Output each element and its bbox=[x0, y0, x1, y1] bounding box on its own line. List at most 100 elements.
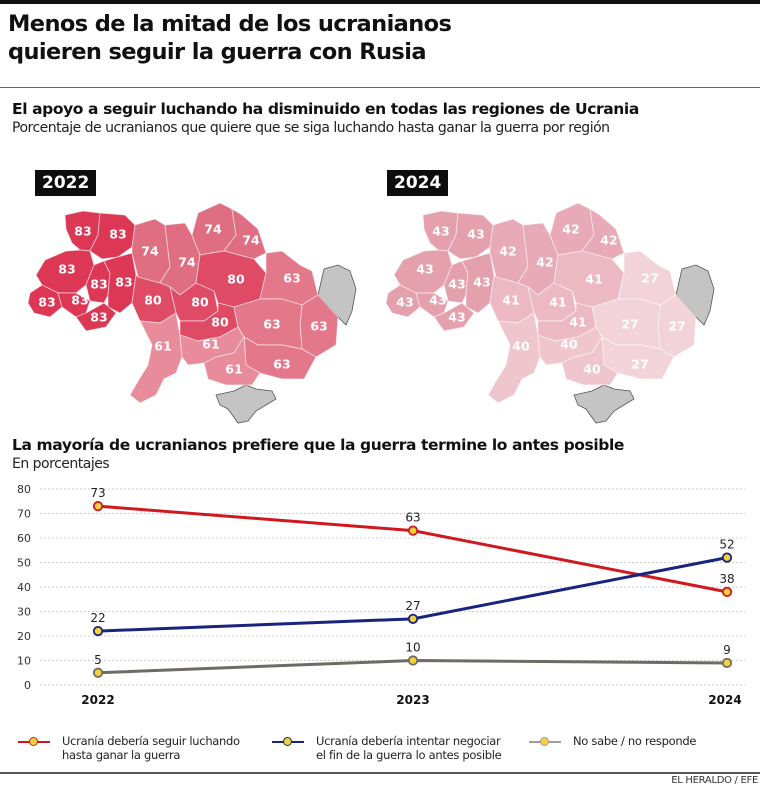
legend-label: Ucranía debería intentar negociar bbox=[316, 734, 501, 748]
region-value-chernihiv: 74 bbox=[204, 222, 222, 237]
occupied-region-luhansk bbox=[317, 264, 357, 326]
y-tick-label: 70 bbox=[17, 508, 31, 521]
line-chart: 0 10 20 30 40 50 60 70 80 2022 2023 2024 73 63 38 22 27 5… bbox=[17, 483, 745, 707]
region-value-kyiv: 42 bbox=[536, 255, 553, 270]
occupied-region-luhansk bbox=[675, 264, 715, 326]
region-value-chernivtsi: 83 bbox=[90, 310, 107, 325]
region-value-rivne: 83 bbox=[109, 227, 126, 242]
y-tick-label: 10 bbox=[17, 655, 31, 668]
data-point bbox=[407, 655, 419, 666]
region-value-khmelnytskyi: 83 bbox=[115, 275, 132, 290]
legend-label: hasta ganar la guerra bbox=[62, 748, 181, 762]
region-value-zhytomyr: 42 bbox=[499, 244, 516, 259]
legend-marker-gray-icon bbox=[527, 736, 563, 748]
data-label: 5 bbox=[94, 653, 102, 667]
y-tick-label: 60 bbox=[17, 532, 31, 545]
legend-item-negotiate: Ucranía debería intentar negociar el fin … bbox=[270, 734, 502, 762]
region-value-ivano-frankivsk: 43 bbox=[429, 293, 446, 308]
header-divider bbox=[0, 87, 760, 88]
legend-marker-blue-icon bbox=[270, 736, 306, 748]
data-label: 73 bbox=[90, 486, 105, 500]
region-value-odesa: 61 bbox=[154, 339, 171, 354]
y-tick-label: 50 bbox=[17, 557, 31, 570]
legend-marker-red-icon bbox=[16, 736, 52, 748]
data-point bbox=[407, 525, 419, 536]
main-title-line-1: Menos de la mitad de los ucranianos bbox=[8, 11, 452, 37]
legend-label: No sabe / no responde bbox=[573, 734, 697, 748]
maps-section-title: El apoyo a seguir luchando ha disminuido… bbox=[12, 100, 639, 118]
region-value-vinnytsia: 80 bbox=[144, 293, 162, 308]
region-value-kyiv: 74 bbox=[178, 255, 196, 270]
y-tick-label: 20 bbox=[17, 630, 31, 643]
region-odesa bbox=[487, 312, 541, 404]
region-value-chernivtsi: 43 bbox=[448, 310, 465, 325]
region-value-zhytomyr: 74 bbox=[141, 244, 159, 259]
region-value-sumy: 74 bbox=[242, 233, 260, 248]
maps-section-subtitle: Porcentaje de ucranianos que quiere que … bbox=[12, 120, 610, 136]
region-value-poltava: 80 bbox=[227, 272, 245, 287]
region-value-cherkasy: 80 bbox=[191, 295, 209, 310]
main-title-line-2: quieren seguir la guerra con Rusia bbox=[8, 39, 427, 65]
main-title: Menos de la mitad de los ucranianos quie… bbox=[8, 10, 452, 66]
data-label: 22 bbox=[90, 611, 105, 625]
region-sumy bbox=[581, 208, 625, 260]
legend-label: el fin de la guerra lo antes posible bbox=[316, 748, 502, 762]
region-value-mykolaiv: 61 bbox=[202, 337, 219, 352]
y-tick-label: 40 bbox=[17, 581, 31, 594]
region-value-kirovohrad: 41 bbox=[569, 315, 586, 330]
line-section-subtitle: En porcentajes bbox=[12, 456, 110, 472]
occupied-region-crimea bbox=[573, 384, 635, 424]
map-year-badge-2022: 2022 bbox=[35, 170, 97, 196]
region-value-donetsk: 63 bbox=[310, 319, 327, 334]
y-tick-label: 0 bbox=[24, 679, 31, 692]
region-value-ternopil: 43 bbox=[448, 277, 465, 292]
map-year-badge-2024: 2024 bbox=[387, 170, 449, 196]
region-value-kharkiv: 63 bbox=[283, 271, 300, 286]
region-value-dnipro: 27 bbox=[621, 317, 638, 332]
footer-divider bbox=[0, 772, 760, 774]
region-value-lviv: 43 bbox=[416, 262, 433, 277]
region-value-vinnytsia: 41 bbox=[502, 293, 519, 308]
data-point bbox=[407, 613, 419, 624]
data-label: 9 bbox=[723, 643, 731, 657]
region-kherson bbox=[203, 335, 261, 386]
region-value-sumy: 42 bbox=[600, 233, 617, 248]
region-value-kherson: 40 bbox=[583, 362, 601, 377]
data-label: 27 bbox=[405, 599, 420, 613]
region-odesa bbox=[129, 312, 183, 404]
region-value-ternopil: 83 bbox=[90, 277, 107, 292]
region-value-donetsk: 27 bbox=[668, 319, 685, 334]
line-section-title: La mayoría de ucranianos prefiere que la… bbox=[12, 436, 625, 454]
region-value-kherson: 61 bbox=[225, 362, 242, 377]
region-value-lviv: 83 bbox=[58, 262, 75, 277]
region-khmelnytskyi bbox=[103, 252, 137, 314]
data-point bbox=[721, 586, 733, 598]
region-value-poltava: 41 bbox=[585, 272, 602, 287]
region-value-dnipro: 63 bbox=[263, 317, 280, 332]
data-label: 52 bbox=[719, 538, 734, 552]
occupied-region-crimea bbox=[215, 384, 277, 424]
region-chernivtsi bbox=[75, 302, 117, 332]
region-value-zakarpattia: 43 bbox=[396, 295, 413, 310]
data-label: 10 bbox=[405, 641, 420, 655]
legend-label: Ucranía debería seguir luchando bbox=[62, 734, 240, 748]
data-point bbox=[92, 501, 104, 512]
region-zakarpattia bbox=[27, 284, 63, 318]
region-value-volyn: 43 bbox=[432, 224, 449, 239]
legend-item-keep-fighting: Ucranía debería seguir luchando hasta gan… bbox=[16, 734, 240, 762]
region-value-zakarpattia: 83 bbox=[38, 295, 55, 310]
region-value-khmelnytskyi: 43 bbox=[473, 275, 490, 290]
region-value-volyn: 83 bbox=[74, 224, 91, 239]
data-label: 63 bbox=[405, 511, 420, 525]
region-value-odesa: 40 bbox=[512, 339, 530, 354]
source-credit: EL HERALDO / EFE bbox=[671, 775, 758, 786]
data-point bbox=[92, 626, 104, 637]
x-tick-label: 2024 bbox=[708, 693, 741, 707]
data-label: 38 bbox=[719, 572, 734, 586]
legend-item-dont-know: No sabe / no responde bbox=[527, 734, 696, 748]
region-value-zaporizhzhia: 63 bbox=[273, 357, 290, 372]
region-chernivtsi bbox=[433, 302, 475, 332]
region-value-zaporizhzhia: 27 bbox=[631, 357, 648, 372]
